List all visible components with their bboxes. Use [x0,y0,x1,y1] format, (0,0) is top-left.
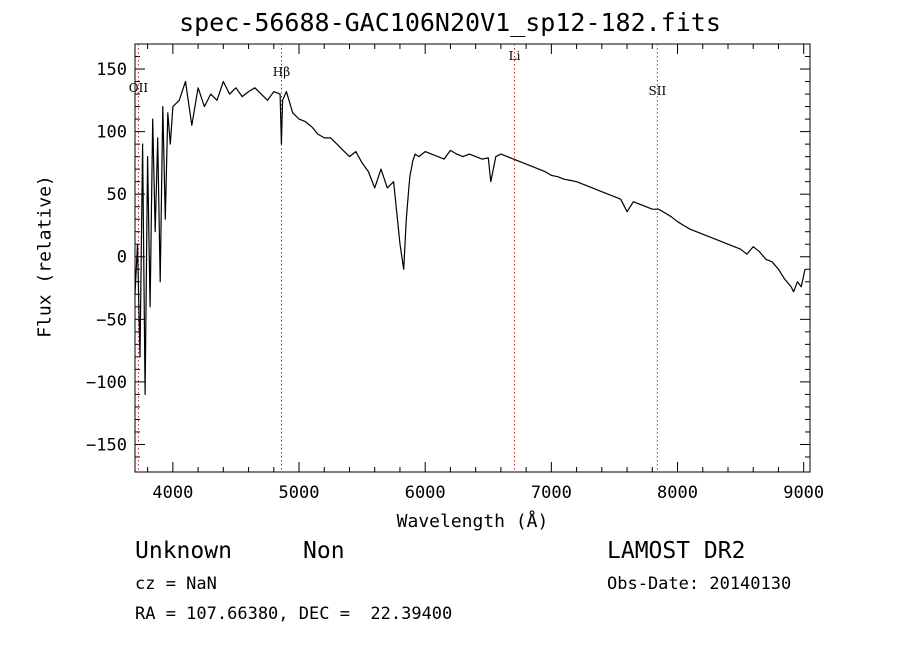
y-axis-label: Flux (relative) [34,175,56,338]
survey-name: LAMOST DR2 [607,538,746,564]
y-tick-label: 150 [96,60,127,80]
spectral-line-label: OII [129,81,149,95]
plot-area: 4000 5000 6000 7000 8000 9000 −150 −100 −50 0 50 10… [86,43,824,503]
spectral-line-label: Li [509,49,521,63]
y-tick-label: −150 [86,435,127,455]
y-tick-label: 50 [107,185,127,205]
x-tick-label: 6000 [405,483,446,503]
x-tick-label: 5000 [279,483,320,503]
spectral-line-label: Hβ [273,65,290,79]
y-tick-label: −50 [96,310,127,330]
chart-title: spec-56688-GAC106N20V1_sp12-182.fits [179,8,721,37]
spectral-line-label: SII [648,84,666,98]
observation-date: Obs-Date: 20140130 [607,574,792,594]
y-tick-label: −100 [86,373,127,393]
x-tick-label: 8000 [657,483,698,503]
redshift-cz: cz = NaN [135,574,217,594]
object-subclass: Non [303,538,345,564]
x-tick-label: 7000 [531,483,572,503]
plot-frame [134,43,811,473]
x-axis-label: Wavelength (Å) [396,511,549,532]
y-tick-label: 0 [117,248,127,268]
x-tick-label: 4000 [152,483,193,503]
y-tick-label: 100 [96,123,127,143]
x-tick-label: 9000 [783,483,824,503]
object-class: Unknown [135,538,232,564]
ra-dec-coordinates: RA = 107.66380, DEC = 22.39400 [135,604,453,624]
spectrum-line [134,80,806,395]
